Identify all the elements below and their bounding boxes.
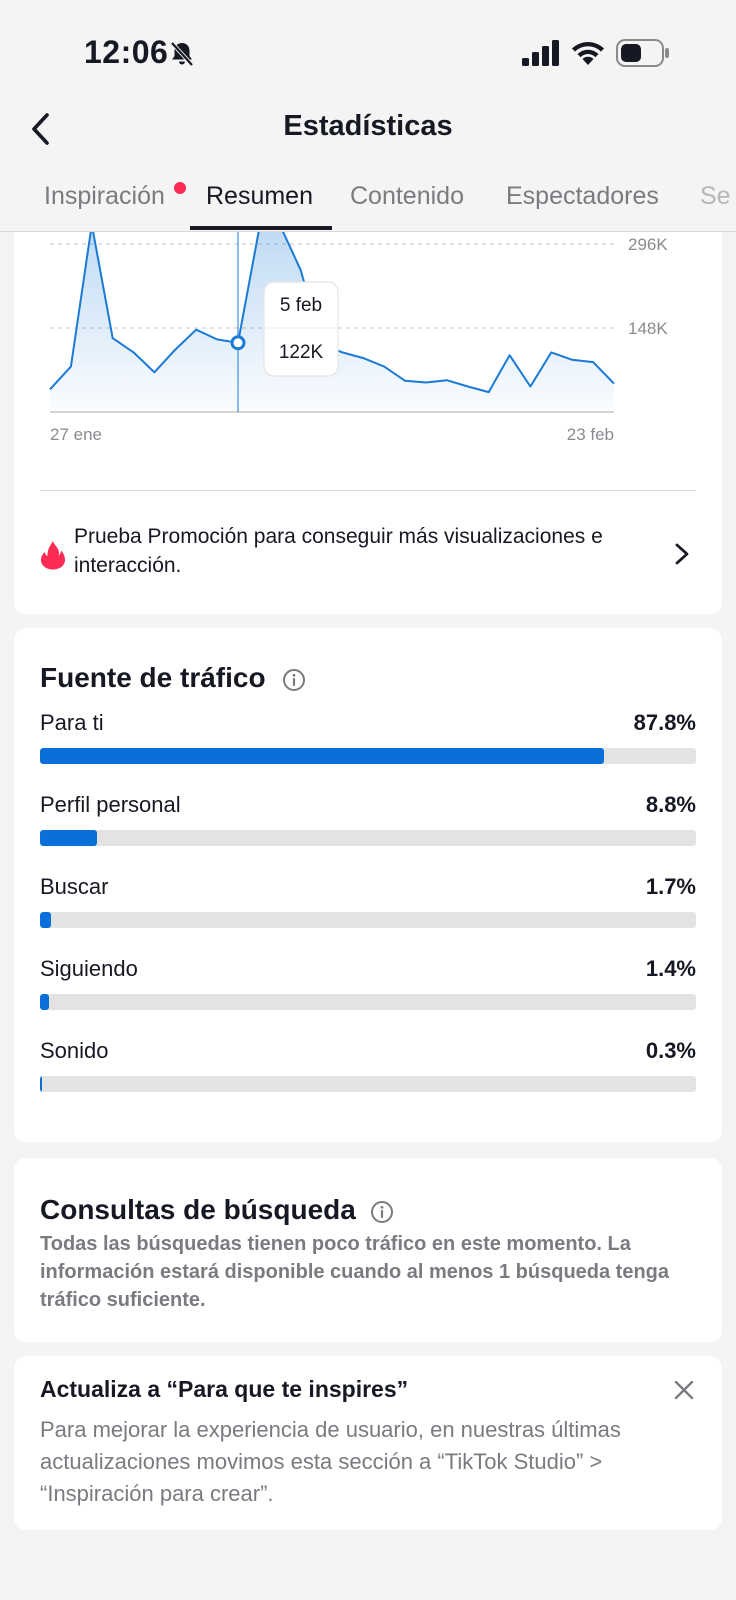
series-area — [50, 232, 614, 412]
promotion-banner[interactable]: Prueba Promoción para conseguir más visu… — [40, 522, 696, 586]
progress-track — [40, 994, 696, 1010]
traffic-row: Sonido 0.3% — [40, 1038, 696, 1104]
traffic-row: Siguiendo 1.4% — [40, 956, 696, 1022]
traffic-label: Buscar — [40, 874, 109, 899]
status-bar: 12:06 — [0, 0, 736, 100]
page-title: Estadísticas — [283, 110, 453, 142]
tooltip-value: 122K — [279, 342, 324, 363]
x-end-label: 23 feb — [567, 425, 614, 444]
views-chart-card: 296K 148K 5 feb 122K 27 ene 23 feb Prueba Pro… — [14, 232, 722, 614]
x-start-label: 27 ene — [50, 425, 102, 444]
traffic-percentage: 1.4% — [645, 956, 696, 981]
tab-espectadores[interactable]: Espectadores — [506, 182, 659, 210]
progress-fill — [40, 912, 51, 928]
tab-inspiracion[interactable]: Inspiración — [44, 182, 165, 210]
tab-partial[interactable]: Se — [700, 182, 731, 210]
bell-slash-icon — [170, 41, 194, 67]
progress-fill — [40, 994, 49, 1010]
traffic-label: Sonido — [40, 1038, 109, 1063]
status-time: 12:06 — [84, 34, 169, 70]
traffic-label: Para ti — [40, 710, 104, 735]
traffic-title: Fuente de tráfico — [40, 662, 266, 693]
traffic-label: Perfil personal — [40, 792, 181, 817]
wifi-icon — [572, 42, 604, 65]
progress-track — [40, 912, 696, 928]
tab-contenido[interactable]: Contenido — [350, 182, 464, 210]
close-icon[interactable] — [670, 1376, 698, 1404]
update-description: Para mejorar la experiencia de usuario, … — [40, 1417, 621, 1506]
traffic-source-card: Fuente de tráfico Para ti 87.8% Perfil per… — [14, 628, 722, 1142]
back-button[interactable] — [20, 106, 60, 152]
signal-icon — [522, 40, 559, 66]
progress-track — [40, 830, 696, 846]
traffic-percentage: 87.8% — [633, 710, 696, 735]
progress-track — [40, 748, 696, 764]
traffic-row: Buscar 1.7% — [40, 874, 696, 940]
search-description: Todas las búsquedas tienen poco tráfico … — [40, 1233, 670, 1311]
search-title: Consultas de búsqueda — [40, 1194, 356, 1225]
traffic-percentage: 1.7% — [645, 874, 696, 899]
tab-resumen[interactable]: Resumen — [206, 182, 313, 210]
progress-fill — [40, 748, 605, 764]
search-queries-card: Consultas de búsqueda Todas las búsqueda… — [14, 1158, 722, 1342]
info-icon[interactable] — [282, 668, 306, 692]
traffic-row: Para ti 87.8% — [40, 710, 696, 776]
info-icon[interactable] — [370, 1200, 394, 1224]
chevron-left-icon — [32, 113, 49, 145]
progress-track — [40, 1076, 696, 1092]
traffic-percentage: 8.8% — [645, 792, 696, 817]
traffic-row: Perfil personal 8.8% — [40, 792, 696, 858]
update-title: Actualiza a “Para que te inspires” — [40, 1376, 409, 1402]
selected-point — [230, 335, 246, 351]
notification-badge — [174, 182, 186, 194]
chevron-right-icon — [675, 543, 689, 565]
divider — [40, 490, 696, 491]
y-tick-label: 148K — [628, 319, 668, 338]
progress-fill — [40, 1076, 42, 1092]
tab-bar: Inspiración Resumen Contenido Espectador… — [0, 166, 736, 232]
y-tick-label: 296K — [628, 235, 668, 254]
traffic-label: Siguiendo — [40, 956, 138, 981]
header: Estadísticas — [0, 100, 736, 166]
promotion-text: Prueba Promoción para conseguir más visu… — [74, 525, 603, 577]
views-chart[interactable]: 296K 148K 5 feb 122K 27 ene 23 feb — [14, 232, 722, 482]
tab-indicator — [190, 226, 332, 230]
fire-icon — [41, 541, 65, 570]
chart-tooltip: 5 feb 122K — [263, 281, 339, 377]
traffic-percentage: 0.3% — [645, 1038, 696, 1063]
tooltip-box — [263, 281, 339, 377]
tooltip-date: 5 feb — [280, 295, 322, 316]
update-notice-card: Actualiza a “Para que te inspires” Para … — [14, 1356, 722, 1530]
battery-icon — [616, 39, 669, 67]
progress-fill — [40, 830, 97, 846]
